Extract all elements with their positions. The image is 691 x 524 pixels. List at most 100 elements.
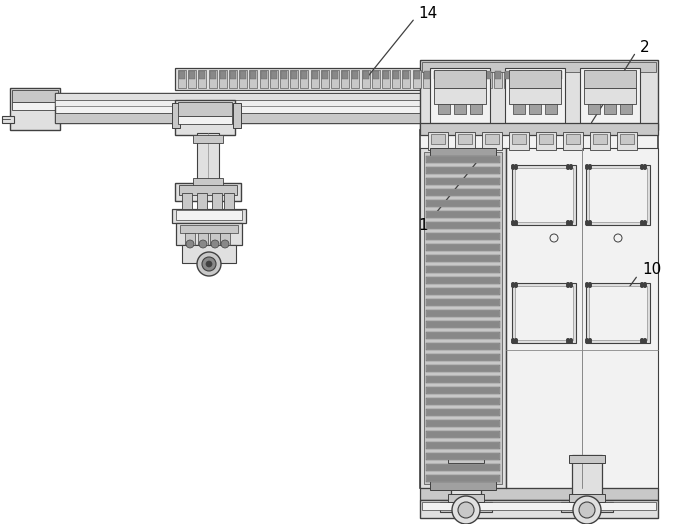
- Bar: [426, 288, 500, 295]
- Bar: [179, 71, 185, 79]
- Circle shape: [588, 220, 592, 224]
- Circle shape: [640, 166, 644, 170]
- Bar: [448, 494, 484, 502]
- Bar: [393, 71, 399, 79]
- Bar: [224, 193, 234, 209]
- Bar: [545, 70, 553, 88]
- Circle shape: [202, 257, 216, 271]
- Bar: [55, 93, 565, 123]
- Circle shape: [566, 284, 570, 288]
- Bar: [434, 88, 486, 104]
- Circle shape: [569, 340, 573, 344]
- Bar: [433, 70, 441, 88]
- Bar: [448, 455, 484, 463]
- Bar: [55, 93, 565, 100]
- Bar: [443, 70, 451, 88]
- Bar: [427, 212, 499, 217]
- Bar: [427, 410, 499, 415]
- Bar: [569, 455, 605, 463]
- Bar: [175, 100, 235, 135]
- Circle shape: [588, 166, 592, 170]
- Bar: [280, 70, 288, 88]
- Bar: [373, 71, 379, 79]
- Circle shape: [569, 220, 573, 224]
- Bar: [426, 178, 500, 185]
- Bar: [426, 420, 500, 427]
- Bar: [426, 398, 500, 405]
- Bar: [175, 183, 241, 201]
- Circle shape: [569, 166, 573, 170]
- Circle shape: [511, 166, 515, 170]
- Bar: [426, 464, 500, 471]
- Bar: [427, 157, 499, 162]
- Bar: [427, 366, 499, 371]
- Bar: [420, 488, 658, 500]
- Bar: [352, 70, 359, 88]
- Circle shape: [640, 164, 644, 168]
- Bar: [428, 132, 448, 150]
- Bar: [586, 165, 650, 225]
- Bar: [2, 116, 14, 123]
- Bar: [220, 71, 226, 79]
- Bar: [580, 68, 640, 123]
- Circle shape: [588, 340, 592, 344]
- Bar: [526, 71, 532, 79]
- Bar: [427, 201, 499, 206]
- Circle shape: [643, 282, 647, 286]
- Bar: [12, 90, 58, 102]
- Bar: [495, 71, 501, 79]
- Bar: [413, 70, 421, 88]
- Bar: [506, 148, 658, 488]
- Circle shape: [199, 240, 207, 248]
- Text: 2: 2: [640, 40, 650, 56]
- Bar: [430, 480, 496, 490]
- Bar: [593, 134, 607, 144]
- Bar: [321, 70, 329, 88]
- Bar: [426, 365, 500, 372]
- Bar: [188, 70, 196, 88]
- Circle shape: [585, 220, 589, 224]
- Bar: [434, 71, 440, 79]
- Bar: [427, 454, 499, 459]
- Bar: [426, 211, 500, 218]
- Circle shape: [585, 282, 589, 286]
- Bar: [55, 100, 565, 106]
- Bar: [426, 431, 500, 438]
- Bar: [494, 70, 502, 88]
- Circle shape: [640, 284, 644, 288]
- Bar: [427, 432, 499, 437]
- Bar: [438, 104, 450, 114]
- Bar: [556, 71, 562, 79]
- Bar: [301, 71, 307, 79]
- Bar: [485, 71, 491, 79]
- Bar: [422, 502, 656, 510]
- Bar: [230, 71, 236, 79]
- Bar: [515, 168, 573, 222]
- Bar: [426, 376, 500, 383]
- Bar: [382, 70, 390, 88]
- Bar: [584, 88, 636, 104]
- Bar: [427, 289, 499, 294]
- Bar: [515, 70, 522, 88]
- Bar: [219, 70, 227, 88]
- Bar: [176, 223, 242, 245]
- Bar: [209, 70, 216, 88]
- Bar: [427, 333, 499, 338]
- Bar: [434, 70, 486, 88]
- Circle shape: [511, 340, 515, 344]
- Bar: [426, 244, 500, 251]
- Bar: [427, 322, 499, 327]
- Circle shape: [640, 222, 644, 226]
- Bar: [427, 355, 499, 360]
- Circle shape: [511, 338, 515, 342]
- Bar: [210, 233, 220, 245]
- Circle shape: [569, 282, 573, 286]
- Bar: [271, 71, 277, 79]
- Bar: [430, 148, 496, 158]
- Circle shape: [569, 222, 573, 226]
- Bar: [422, 62, 656, 72]
- Bar: [440, 502, 492, 512]
- Circle shape: [643, 166, 647, 170]
- Circle shape: [585, 340, 589, 344]
- Bar: [55, 113, 565, 123]
